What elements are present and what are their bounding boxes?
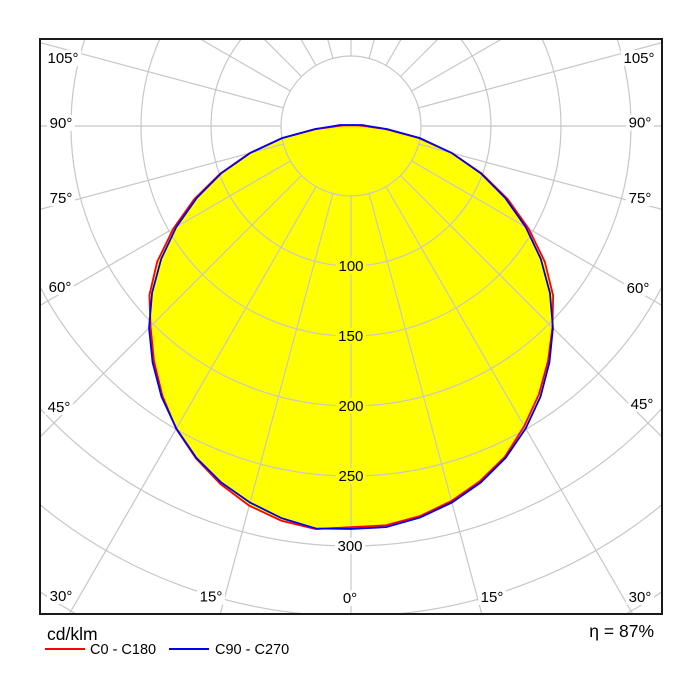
svg-text:200: 200 [338,398,363,415]
svg-text:60°: 60° [627,280,650,297]
svg-text:45°: 45° [48,399,71,416]
svg-text:150: 150 [338,328,363,345]
svg-text:30°: 30° [629,589,652,606]
svg-text:105°: 105° [47,50,78,67]
svg-text:75°: 75° [629,190,652,207]
svg-text:100: 100 [338,258,363,275]
svg-text:300: 300 [337,538,362,555]
svg-text:C0 - C180: C0 - C180 [90,642,156,658]
svg-text:30°: 30° [50,588,73,605]
svg-text:η = 87%: η = 87% [589,621,654,641]
svg-text:15°: 15° [200,589,223,606]
svg-text:60°: 60° [49,279,72,296]
svg-text:0°: 0° [343,590,357,607]
svg-text:45°: 45° [631,396,654,413]
svg-text:75°: 75° [50,190,73,207]
svg-text:105°: 105° [623,50,654,67]
svg-text:250: 250 [338,468,363,485]
svg-text:90°: 90° [50,115,73,132]
svg-text:90°: 90° [629,115,652,132]
svg-text:cd/klm: cd/klm [47,624,98,644]
svg-text:C90 - C270: C90 - C270 [215,642,289,658]
svg-text:15°: 15° [481,589,504,606]
